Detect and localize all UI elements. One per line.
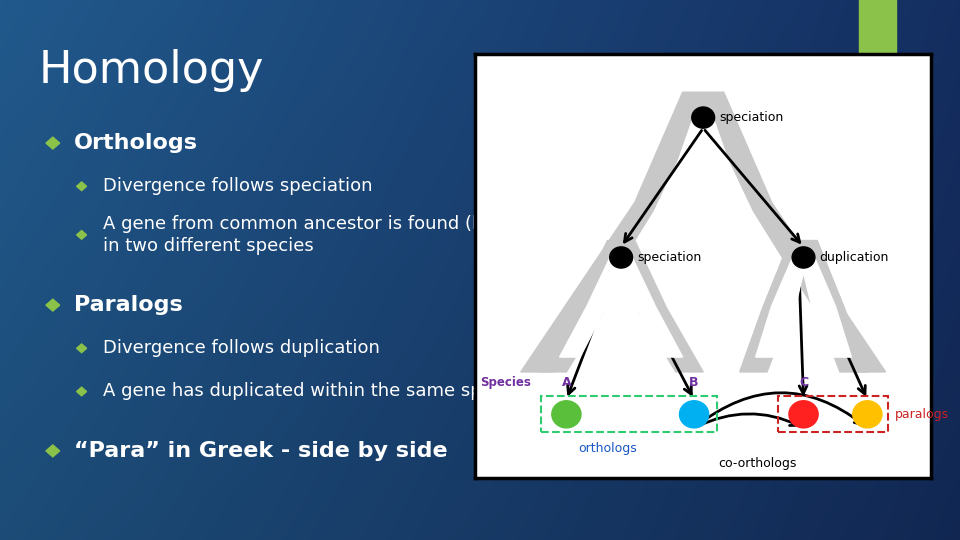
Polygon shape xyxy=(756,253,852,357)
Text: Divergence follows speciation: Divergence follows speciation xyxy=(103,177,372,195)
Circle shape xyxy=(852,401,882,428)
Text: duplication: duplication xyxy=(820,251,889,264)
Circle shape xyxy=(680,401,708,428)
Text: A gene has duplicated within the same species: A gene has duplicated within the same sp… xyxy=(103,382,528,401)
Polygon shape xyxy=(77,231,86,239)
Circle shape xyxy=(692,107,714,128)
Text: Species: Species xyxy=(480,376,531,389)
Text: C: C xyxy=(799,376,808,389)
Text: A: A xyxy=(562,376,571,389)
Circle shape xyxy=(792,247,815,268)
Polygon shape xyxy=(46,137,60,149)
Circle shape xyxy=(789,401,818,428)
Circle shape xyxy=(552,401,581,428)
Text: A gene from common ancestor is found (has duplicated)
in two different species: A gene from common ancestor is found (ha… xyxy=(103,215,612,255)
Text: orthologs: orthologs xyxy=(578,442,636,455)
Polygon shape xyxy=(77,182,86,191)
Text: Paralogs: Paralogs xyxy=(74,295,182,315)
Polygon shape xyxy=(77,344,86,353)
Text: Homology: Homology xyxy=(38,49,264,92)
Text: co-orthologs: co-orthologs xyxy=(719,456,797,470)
Polygon shape xyxy=(46,299,60,311)
Text: Orthologs: Orthologs xyxy=(74,133,198,153)
Bar xyxy=(541,396,717,432)
Circle shape xyxy=(610,247,633,268)
Polygon shape xyxy=(46,445,60,457)
Polygon shape xyxy=(739,240,867,372)
Text: speciation: speciation xyxy=(637,251,702,264)
Polygon shape xyxy=(560,253,683,357)
Polygon shape xyxy=(520,92,885,372)
Text: “Para” in Greek - side by side: “Para” in Greek - side by side xyxy=(74,441,447,461)
Text: Divergence follows duplication: Divergence follows duplication xyxy=(103,339,379,357)
Text: paralogs: paralogs xyxy=(895,408,948,421)
Bar xyxy=(779,396,888,432)
Polygon shape xyxy=(77,387,86,396)
Text: B: B xyxy=(689,376,699,389)
Polygon shape xyxy=(603,109,804,300)
Text: speciation: speciation xyxy=(719,111,783,124)
Polygon shape xyxy=(540,240,703,372)
Bar xyxy=(859,0,896,97)
